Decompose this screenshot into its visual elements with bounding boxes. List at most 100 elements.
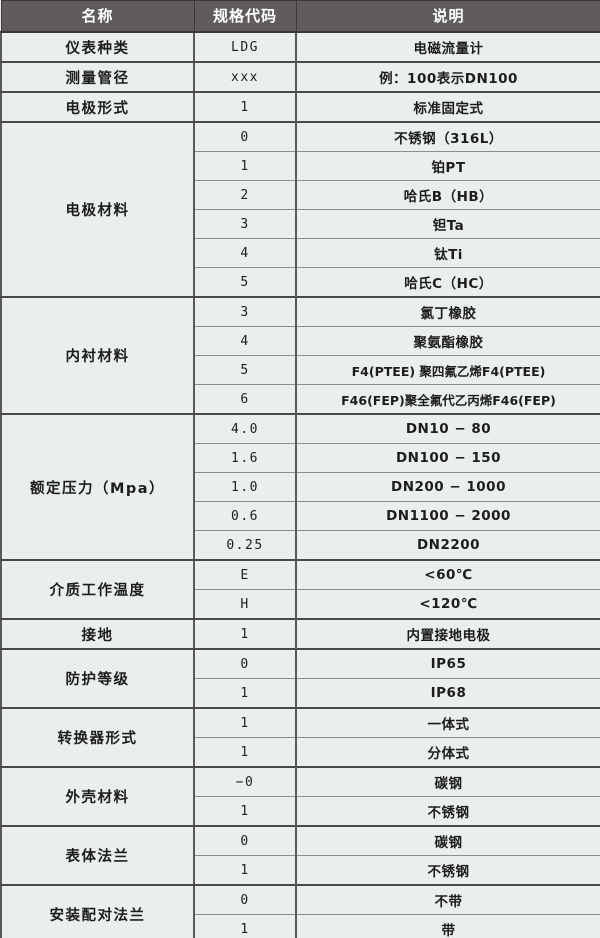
description-cell: 一体式 — [295, 707, 600, 738]
description-cell: 不锈钢（316L） — [295, 121, 600, 152]
description-cell: 分体式 — [295, 737, 600, 768]
spec-code-cell: LDG — [193, 31, 297, 63]
table-row: 4 钛Ti — [1, 238, 600, 268]
description-cell: 哈氏B（HB） — [295, 180, 600, 210]
description-cell: 铂PT — [295, 151, 600, 181]
description-cell: DN200 − 1000 — [295, 472, 600, 502]
description-cell: 钛Ti — [295, 238, 600, 268]
table-row: 内衬材料 3 氯丁橡胶 — [0, 296, 600, 415]
description-cell: 氯丁橡胶 — [295, 296, 600, 327]
parameter-name-cell: 安装配对法兰 — [0, 884, 195, 938]
table-row: 5 哈氏C（HC） — [1, 267, 600, 298]
table-row: 介质工作温度 E <60℃ — [0, 559, 600, 620]
description-cell: 聚氨酯橡胶 — [295, 326, 600, 356]
table-row: 2 哈氏B（HB） — [1, 180, 600, 210]
description-cell: 碳钢 — [295, 825, 600, 856]
spec-code-cell: 4 — [193, 238, 297, 268]
parameter-name-cell: 电极材料 — [0, 121, 195, 298]
parameter-name-cell: 内衬材料 — [0, 296, 195, 415]
spec-code-cell: xxx — [193, 61, 297, 93]
table-row: 0.25 DN2200 — [1, 530, 600, 561]
description-cell: 标准固定式 — [295, 91, 600, 123]
spec-code-cell: 3 — [193, 209, 297, 239]
description-cell: F4(PTEE) 聚四氟乙烯F4(PTEE) — [295, 355, 600, 385]
spec-code-cell: 5 — [193, 267, 297, 298]
description-cell: 哈氏C（HC） — [295, 267, 600, 298]
spec-code-cell: 0 — [193, 884, 297, 915]
parameter-name-cell: 转换器形式 — [0, 707, 195, 768]
description-cell: 不锈钢 — [295, 796, 600, 827]
spec-code-cell: 6 — [193, 384, 297, 415]
description-cell: <120℃ — [295, 589, 600, 620]
header-cell-name: 名称 — [0, 0, 195, 33]
table-row: 1 IP68 — [1, 678, 600, 709]
table-row: 外壳材料 −0 碳钢 — [0, 766, 600, 827]
table-row: 1 分体式 — [1, 737, 600, 768]
header-cell-code: 规格代码 — [193, 0, 297, 33]
parameter-name-cell: 额定压力（Mpa） — [0, 413, 195, 561]
description-cell: 碳钢 — [295, 766, 600, 797]
spec-code-cell: 1.0 — [193, 472, 297, 502]
parameter-name-cell: 防护等级 — [0, 648, 195, 709]
spec-code-cell: −0 — [193, 766, 297, 797]
description-cell: DN1100 − 2000 — [295, 501, 600, 531]
table-row: 额定压力（Mpa） 4.0 DN10 − 80 — [0, 413, 600, 561]
table-row: 电极形式 1 标准固定式 — [0, 91, 600, 123]
table-row: 防护等级 0 IP65 — [0, 648, 600, 709]
parameter-name-cell: 电极形式 — [0, 91, 195, 123]
table-row: 表体法兰 0 碳钢 — [0, 825, 600, 886]
table-row: 测量管径 xxx 例：100表示DN100 — [0, 61, 600, 93]
spec-code-cell: 5 — [193, 355, 297, 385]
spec-code-cell: 1 — [193, 151, 297, 181]
spec-code-cell: 1 — [193, 678, 297, 709]
spec-code-cell: 0.6 — [193, 501, 297, 531]
table-row: 仪表种类 LDG 电磁流量计 — [0, 31, 600, 63]
table-row: 5 F4(PTEE) 聚四氟乙烯F4(PTEE) — [1, 355, 600, 385]
parameter-name-cell: 接地 — [0, 618, 195, 650]
table-row: 1.6 DN100 − 150 — [1, 443, 600, 473]
spec-code-cell: 3 — [193, 296, 297, 327]
parameter-name-cell: 外壳材料 — [0, 766, 195, 827]
description-cell: IP65 — [295, 648, 600, 679]
spec-code-cell: 1 — [193, 914, 297, 938]
spec-code-cell: 1 — [193, 855, 297, 886]
description-cell: DN100 − 150 — [295, 443, 600, 473]
spec-code-cell: 1 — [193, 737, 297, 768]
table-row: 接地 1 内置接地电极 — [0, 618, 600, 650]
table-row: 1 不锈钢 — [1, 855, 600, 886]
spec-code-cell: 1 — [193, 796, 297, 827]
description-cell: DN10 − 80 — [295, 413, 600, 444]
description-cell: 带 — [295, 914, 600, 938]
description-cell: DN2200 — [295, 530, 600, 561]
spec-code-cell: 4.0 — [193, 413, 297, 444]
spec-code-cell: 0 — [193, 648, 297, 679]
parameter-name-cell: 表体法兰 — [0, 825, 195, 886]
description-cell: 内置接地电极 — [295, 618, 600, 650]
spec-code-cell: 4 — [193, 326, 297, 356]
spec-code-cell: 0 — [193, 825, 297, 856]
table-row: 6 F46(FEP)聚全氟代乙丙烯F46(FEP) — [1, 384, 600, 415]
parameter-name-cell: 介质工作温度 — [0, 559, 195, 620]
description-cell: F46(FEP)聚全氟代乙丙烯F46(FEP) — [295, 384, 600, 415]
parameter-name-cell: 仪表种类 — [0, 31, 195, 63]
table-row: 电极材料 0 不锈钢（316L） — [0, 121, 600, 298]
description-cell: <60℃ — [295, 559, 600, 590]
table-row: 1 不锈钢 — [1, 796, 600, 827]
spec-code-cell: 1 — [193, 91, 297, 123]
spec-code-cell: 1 — [193, 707, 297, 738]
table-body: 仪表种类 LDG 电磁流量计 测量管径 xxx 例：100表示DN100 电极形式 1 标准固定… — [0, 31, 600, 938]
spec-code-cell: H — [193, 589, 297, 620]
table-row: 转换器形式 1 一体式 — [0, 707, 600, 768]
table-row: 1.0 DN200 − 1000 — [1, 472, 600, 502]
description-cell: 电磁流量计 — [295, 31, 600, 63]
header-row: 名称 规格代码 说明 — [0, 0, 600, 33]
description-cell: 不带 — [295, 884, 600, 915]
spec-code-cell: 1.6 — [193, 443, 297, 473]
description-cell: IP68 — [295, 678, 600, 709]
spec-code-cell: 1 — [193, 618, 297, 650]
table-row: 1 铂PT — [1, 151, 600, 181]
spec-code-cell: E — [193, 559, 297, 590]
